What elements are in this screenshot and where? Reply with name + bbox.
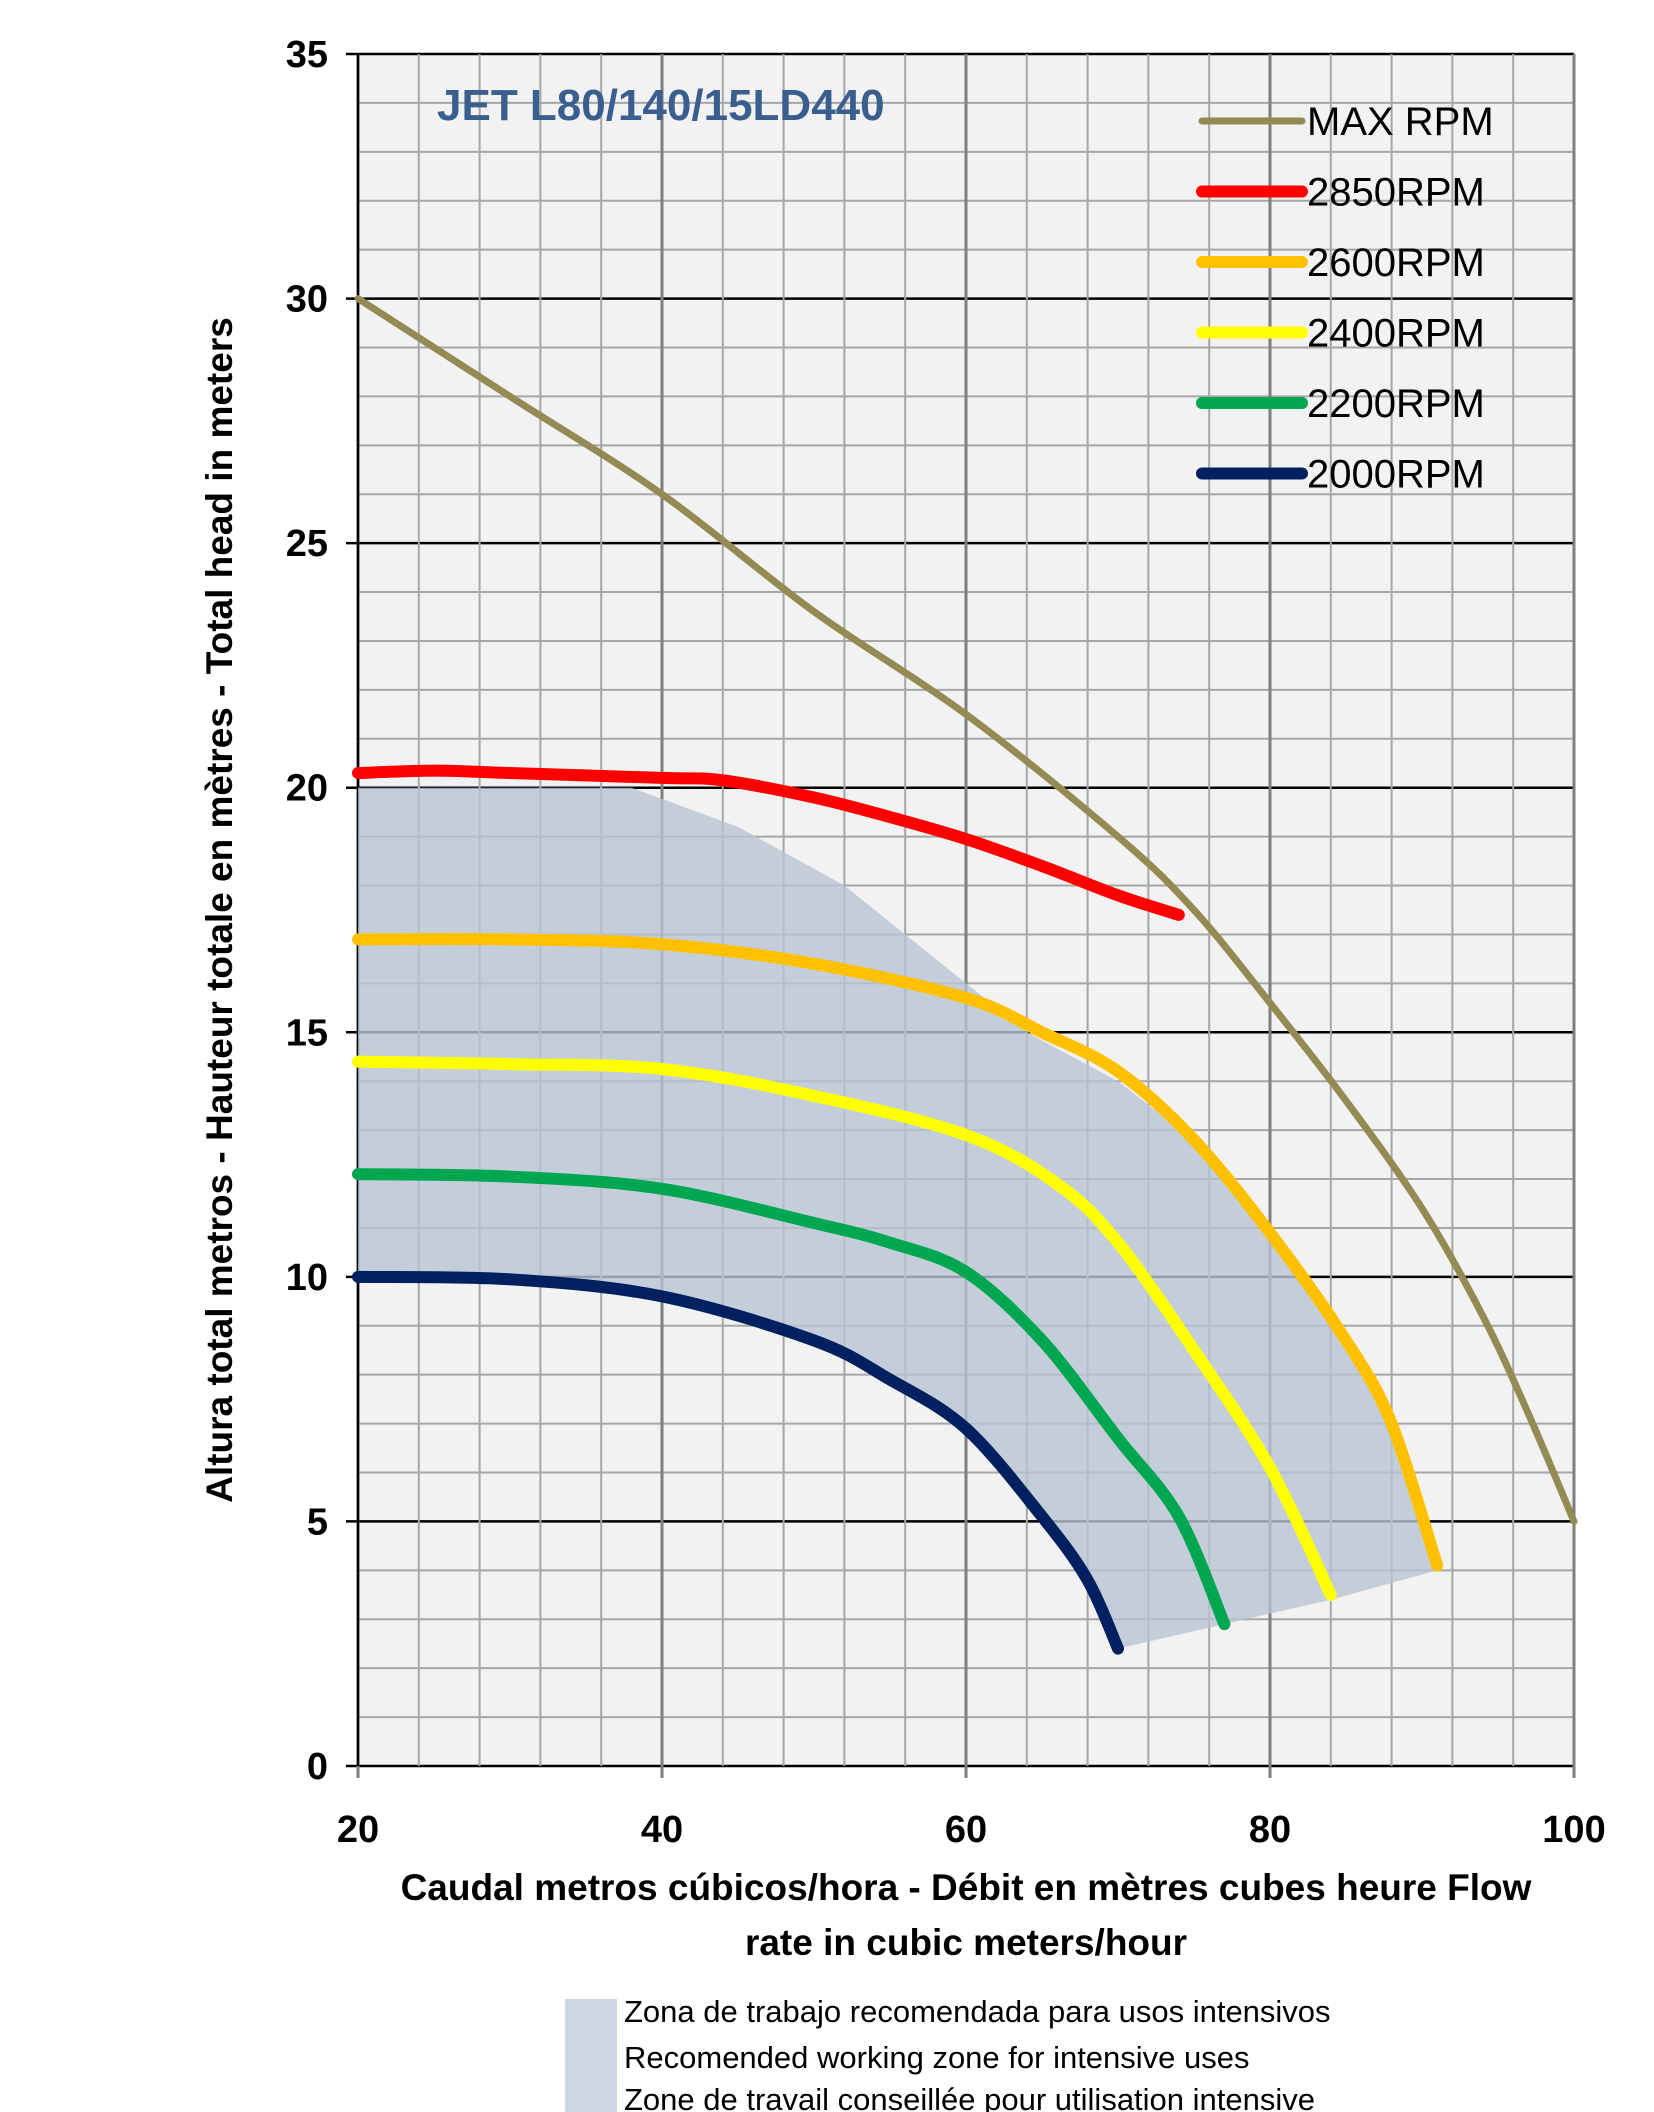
zone-legend-es: Zona de trabajo recomendada para usos in…	[624, 1994, 1331, 2029]
series-line-2200rpm	[352, 1168, 1231, 1631]
zone-legend-fr: Zone de travail conseillée pour utilisat…	[624, 2082, 1315, 2112]
legend: MAX RPM 2850RPM 2600RPM 2400RPM 2200RPM 2000R…	[1196, 100, 1494, 497]
zone-legend-en: Recomended working zone for intensive us…	[624, 2040, 1250, 2075]
y-tick-label: 30	[286, 279, 328, 321]
y-tick-label: 15	[286, 1012, 328, 1054]
x-tick-label: 60	[945, 1809, 987, 1851]
legend-label: 2850RPM	[1307, 171, 1485, 215]
legend-label: MAX RPM	[1307, 100, 1494, 144]
legend-label: 2400RPM	[1307, 312, 1485, 356]
y-axis-title: Altura total metros - Hauteur totale en …	[199, 317, 240, 1503]
series-line-2850rpm	[352, 764, 1185, 921]
x-tick-label: 100	[1542, 1809, 1605, 1851]
x-tick-label: 40	[641, 1809, 683, 1851]
legend-label: 2600RPM	[1307, 241, 1485, 285]
y-tick-label: 5	[307, 1501, 328, 1543]
legend-label: 2000RPM	[1307, 453, 1485, 497]
y-tick-label: 0	[307, 1746, 328, 1788]
series-line-2000rpm	[352, 1270, 1124, 1655]
recommended-zone	[358, 787, 1438, 1649]
chart-title: JET L80/140/15LD440	[437, 81, 885, 130]
x-tick-label: 20	[337, 1809, 379, 1851]
y-tick-label: 25	[286, 523, 328, 565]
y-tick-label: 35	[286, 34, 328, 76]
x-axis-title-line1: Caudal metros cúbicos/hora - Débit en mè…	[401, 1867, 1532, 1908]
legend-label: 2200RPM	[1307, 382, 1485, 426]
zone-legend-swatch	[565, 1999, 617, 2112]
series-line-2400rpm	[352, 1055, 1337, 1601]
series-line-2600rpm	[352, 932, 1444, 1572]
x-tick-label: 80	[1249, 1809, 1291, 1851]
y-tick-label: 10	[286, 1257, 328, 1299]
series-lines	[352, 295, 1578, 1655]
axis-ticks: 0 5 10 15 20 25 30 35 20 40 60 80 100	[286, 34, 1606, 1851]
series-line-max-rpm	[354, 295, 1578, 1525]
y-tick-label: 20	[286, 768, 328, 810]
x-axis-title-line2: rate in cubic meters/hour	[745, 1922, 1187, 1963]
